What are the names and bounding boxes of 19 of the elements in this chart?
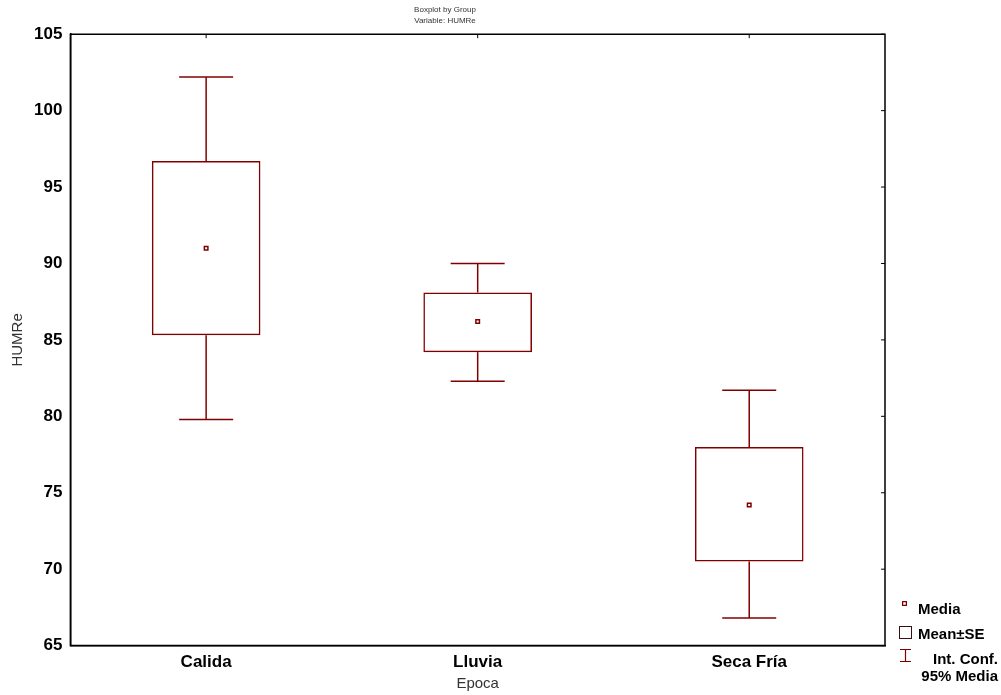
y-tick-label: 95	[43, 176, 63, 196]
chart-subtitle: Variable: HUMRe	[414, 15, 477, 25]
text: Int. Conf. 95% Media	[920, 650, 998, 684]
x-tick-label: Calida	[180, 652, 233, 672]
y-tick-label: 75	[43, 482, 63, 502]
y-tick-label: 85	[43, 329, 63, 349]
x-axis-title: Epoca	[456, 674, 500, 692]
y-tick-label: 80	[43, 406, 63, 426]
y-axis-title: HUMRe	[8, 313, 26, 367]
chart-title: Boxplot by Group	[414, 5, 477, 14]
y-tick-label: 70	[43, 558, 63, 578]
x-tick-label: Seca Fría	[711, 652, 788, 672]
y-tick-label: 105	[33, 23, 63, 43]
text: Mean±SE	[918, 625, 985, 642]
x-tick-label: Lluvia	[453, 652, 503, 672]
y-tick-label: 90	[43, 253, 63, 273]
text: Media	[918, 600, 961, 617]
y-tick-label: 65	[43, 635, 63, 655]
y-tick-label: 100	[33, 100, 63, 120]
